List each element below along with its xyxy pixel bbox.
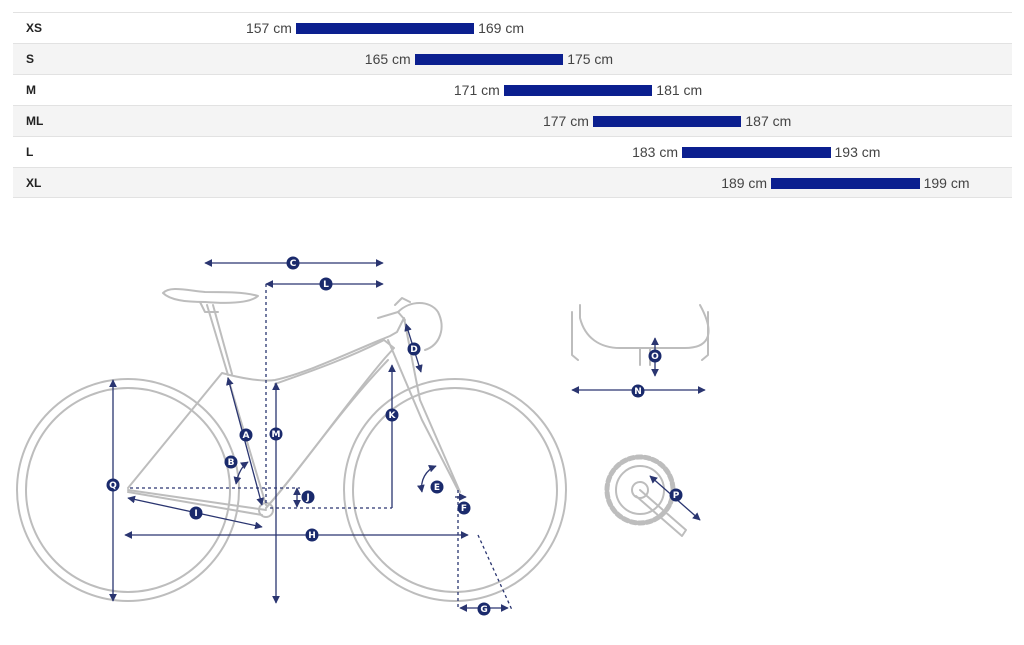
svg-text:C: C <box>290 259 297 269</box>
svg-text:M: M <box>272 430 281 440</box>
svg-text:B: B <box>228 458 235 468</box>
range-bar <box>592 116 742 127</box>
range-min-label: 183 cm <box>632 144 678 160</box>
svg-text:I: I <box>194 509 197 519</box>
lever-side <box>394 297 411 306</box>
range-max-label: 175 cm <box>567 51 614 67</box>
range-bar <box>771 178 920 189</box>
range-bar <box>503 85 653 96</box>
range-min-label: 165 cm <box>364 51 411 67</box>
marker-b: B <box>224 455 238 469</box>
range-bar <box>414 54 564 65</box>
stem <box>377 311 406 321</box>
svg-text:N: N <box>634 387 642 397</box>
size-row-l: L 183 cm 193 cm <box>13 136 1012 167</box>
marker-q: Q <box>106 478 120 492</box>
marker-h: H <box>305 528 319 542</box>
crank-axle <box>631 481 649 499</box>
size-label: XL <box>26 176 42 190</box>
size-row-ml: ML 177 cm 187 cm <box>13 105 1012 136</box>
range-min-label: 157 cm <box>245 20 292 36</box>
marker-d: D <box>407 342 421 356</box>
range-min-label: 177 cm <box>542 113 589 129</box>
marker-i: I <box>189 506 203 520</box>
dim-e <box>417 464 437 493</box>
geometry-markers: C L D A M K B Q E J F I H G O N P <box>106 256 683 616</box>
size-row-m: M 171 cm 181 cm <box>13 74 1012 105</box>
svg-text:F: F <box>461 504 467 514</box>
range-min-label: 189 cm <box>721 175 768 191</box>
range-min-label: 171 cm <box>453 82 500 98</box>
svg-text:Q: Q <box>109 481 117 491</box>
range-max-label: 181 cm <box>656 82 703 98</box>
svg-text:O: O <box>651 352 659 362</box>
svg-text:J: J <box>305 493 309 503</box>
marker-a: A <box>239 428 253 442</box>
bike-illustration <box>16 288 710 602</box>
saddle <box>162 288 259 304</box>
marker-c: C <box>286 256 300 270</box>
marker-m: M <box>269 427 283 441</box>
marker-p: P <box>669 488 683 502</box>
svg-text:E: E <box>434 483 440 493</box>
dim-b <box>233 461 249 485</box>
marker-l: L <box>319 277 333 291</box>
seatpost <box>206 304 233 376</box>
range-max-label: 187 cm <box>745 113 792 129</box>
size-label: S <box>26 52 35 66</box>
down-tube <box>265 339 395 509</box>
size-label: XS <box>26 21 43 35</box>
saddle-rail <box>199 301 219 313</box>
range-bar <box>682 147 831 158</box>
marker-j: J <box>301 490 315 504</box>
svg-text:D: D <box>410 345 417 355</box>
svg-text:P: P <box>673 491 680 501</box>
marker-k: K <box>385 408 399 422</box>
marker-e: E <box>430 480 444 494</box>
handlebar-front <box>571 304 710 366</box>
marker-o: O <box>648 349 662 363</box>
svg-text:A: A <box>243 431 250 441</box>
marker-g: G <box>477 602 491 616</box>
size-label: M <box>26 83 36 97</box>
size-label: L <box>26 145 34 159</box>
range-bar <box>295 23 475 34</box>
geometry-diagram: C L D A M K B Q E J F I H G O N P <box>16 256 710 616</box>
front-wheel-outer <box>343 378 567 602</box>
front-wheel-inner <box>352 387 558 593</box>
svg-text:K: K <box>389 411 397 421</box>
dim-g-ref2 <box>477 534 513 611</box>
size-row-xl: XL 189 cm 199 cm <box>13 167 1012 198</box>
size-row-s: S 165 cm 175 cm <box>13 43 1012 74</box>
range-max-label: 193 cm <box>834 144 881 160</box>
handlebar-side <box>397 302 443 351</box>
dimension-lines <box>109 259 706 612</box>
svg-text:G: G <box>480 605 487 615</box>
size-chart: XS 157 cm 169 cm S 165 cm 175 cm M 171 cm 181 cm… <box>13 12 1012 198</box>
marker-f: F <box>457 501 471 515</box>
dim-a <box>226 377 264 506</box>
size-row-xs: XS 157 cm 169 cm <box>13 12 1012 43</box>
size-label: ML <box>26 114 44 128</box>
range-max-label: 199 cm <box>923 175 970 191</box>
svg-text:H: H <box>308 531 316 541</box>
range-max-label: 169 cm <box>478 20 525 36</box>
svg-text:L: L <box>323 280 329 290</box>
marker-n: N <box>631 384 645 398</box>
